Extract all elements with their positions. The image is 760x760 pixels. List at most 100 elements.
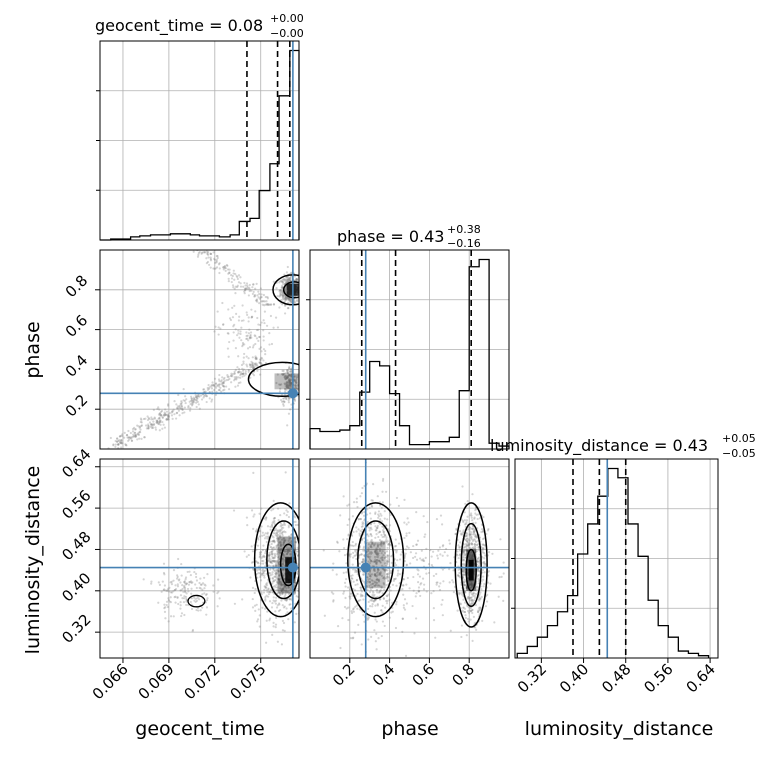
sample-point xyxy=(272,596,275,599)
sample-point xyxy=(237,371,241,374)
sample-point xyxy=(368,556,371,559)
contour-2-1-4 xyxy=(465,548,477,592)
sample-point xyxy=(279,514,282,517)
sample-point xyxy=(465,537,469,540)
sample-point xyxy=(422,558,425,561)
sample-point xyxy=(313,562,315,564)
sample-point xyxy=(289,385,292,388)
sample-point xyxy=(436,581,439,584)
sample-point xyxy=(375,575,378,578)
panel-hist-luminosity_distance xyxy=(511,458,719,659)
sample-point xyxy=(441,568,445,571)
sample-point xyxy=(403,536,406,540)
sample-point xyxy=(271,555,274,558)
sample-point xyxy=(352,607,355,610)
sample-point xyxy=(218,597,221,600)
sample-point xyxy=(140,424,144,427)
sample-point xyxy=(283,584,286,587)
sample-point xyxy=(194,394,197,397)
sample-point xyxy=(146,415,149,418)
sample-point xyxy=(275,564,278,568)
sample-point xyxy=(293,375,296,379)
sample-point xyxy=(455,528,458,532)
sample-point xyxy=(467,544,470,547)
sample-point xyxy=(206,386,209,390)
sample-point xyxy=(487,570,491,573)
sample-point xyxy=(280,293,283,296)
xtick-label-phase-0: 0.2 xyxy=(329,660,359,690)
sample-point xyxy=(273,541,276,544)
sample-point xyxy=(262,300,265,303)
sample-point xyxy=(238,336,241,339)
sample-point xyxy=(275,532,278,535)
sample-point xyxy=(387,543,390,546)
sample-point xyxy=(288,374,292,377)
sample-point xyxy=(161,416,164,419)
sample-point xyxy=(294,520,297,523)
sample-point xyxy=(296,277,299,281)
sample-point xyxy=(285,598,288,601)
sample-point xyxy=(224,269,227,272)
sample-point xyxy=(463,610,467,614)
sample-point xyxy=(462,549,465,552)
sample-point xyxy=(458,571,461,575)
sample-point xyxy=(158,419,162,422)
sample-point xyxy=(163,411,166,414)
sample-point xyxy=(457,591,461,594)
sample-point xyxy=(457,568,460,571)
sample-point xyxy=(276,549,279,553)
sample-point xyxy=(282,606,286,609)
sample-point xyxy=(375,562,378,565)
sample-point xyxy=(271,552,274,555)
sample-point xyxy=(246,337,249,340)
sample-point xyxy=(395,496,399,500)
sample-point xyxy=(369,545,372,548)
sample-point xyxy=(458,545,461,549)
sample-point xyxy=(282,560,285,564)
sample-point xyxy=(117,443,120,446)
sample-point xyxy=(205,394,208,398)
sample-point xyxy=(378,572,381,575)
sample-point xyxy=(144,417,147,420)
sample-point xyxy=(301,585,303,587)
sample-point xyxy=(283,522,286,525)
sample-point xyxy=(131,427,135,431)
sample-point xyxy=(371,540,374,543)
sample-point xyxy=(304,570,306,572)
sample-point xyxy=(389,503,392,506)
sample-point xyxy=(442,544,445,547)
sample-point xyxy=(359,586,363,589)
sample-point xyxy=(289,374,293,378)
sample-point xyxy=(216,310,219,313)
sample-point xyxy=(476,560,479,563)
sample-point xyxy=(282,586,285,589)
sample-point xyxy=(243,290,246,293)
sample-point xyxy=(273,560,276,563)
sample-point xyxy=(482,561,485,564)
sample-point xyxy=(200,251,204,254)
sample-point xyxy=(163,426,167,429)
sample-point xyxy=(270,546,273,549)
sample-point xyxy=(470,543,474,546)
sample-point xyxy=(274,555,277,558)
sample-point xyxy=(286,276,289,279)
sample-point xyxy=(375,589,378,592)
sample-point xyxy=(369,575,372,578)
sample-point xyxy=(357,517,360,521)
sample-point xyxy=(374,551,377,554)
sample-point xyxy=(312,585,314,587)
sample-point xyxy=(267,554,270,557)
sample-point xyxy=(287,398,290,402)
sample-point xyxy=(246,287,249,290)
sample-point xyxy=(461,519,465,523)
sample-point xyxy=(258,361,261,364)
sample-point xyxy=(288,298,291,301)
sample-point xyxy=(484,554,487,557)
sample-point xyxy=(215,261,218,264)
sample-point xyxy=(276,564,279,567)
sample-point xyxy=(127,436,131,439)
sample-point xyxy=(405,564,408,567)
sample-point xyxy=(272,559,275,563)
sample-point xyxy=(369,526,373,529)
sample-point xyxy=(457,556,460,560)
